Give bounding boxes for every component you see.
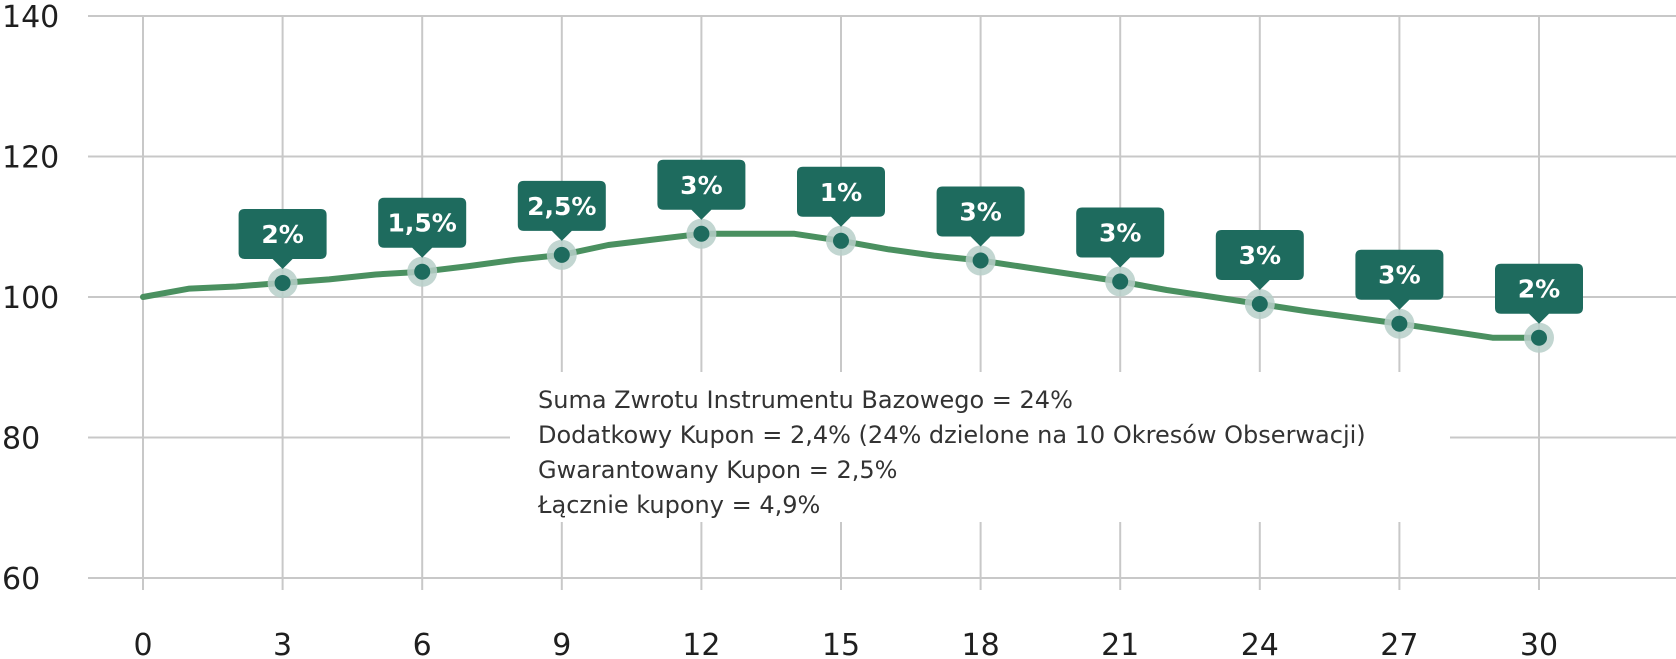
- marker-dot: [972, 252, 989, 269]
- badge-shape: [936, 186, 1025, 247]
- observation-point: [1105, 266, 1136, 297]
- x-tick-label: 15: [822, 628, 860, 659]
- coupon-badge-label: 3%: [959, 197, 1001, 226]
- coupon-badge-label: 2%: [1518, 275, 1560, 304]
- observation-point: [267, 267, 298, 298]
- annotation-background: [510, 372, 1450, 522]
- marker-dot: [1112, 273, 1129, 290]
- marker-dot: [693, 225, 710, 242]
- x-tick-label: 3: [273, 628, 292, 659]
- badges-layer: 2% 1,5% 2,5% 3% 1% 3% 3% 3% 3% 2%: [238, 159, 1583, 324]
- observation-point: [1244, 289, 1275, 320]
- annotation-line: Łącznie kupony = 4,9%: [537, 491, 820, 519]
- coupon-badge-label: 1,5%: [388, 209, 457, 238]
- annotation-line: Gwarantowany Kupon = 2,5%: [538, 456, 897, 484]
- marker-dot: [553, 246, 570, 263]
- observation-point: [826, 225, 856, 256]
- x-tick-label: 9: [552, 628, 571, 659]
- badge-shape: [1076, 207, 1165, 268]
- marker-dot: [833, 232, 849, 249]
- badge-shape: [1355, 249, 1444, 310]
- badge-shape: [517, 180, 606, 241]
- badge-shape: [1215, 230, 1304, 291]
- x-tick-label: 0: [133, 628, 152, 659]
- observation-point: [686, 218, 717, 249]
- badge-shape: [378, 197, 467, 258]
- coupon-badge: 1,5%: [378, 197, 467, 258]
- x-tick-label: 24: [1241, 628, 1279, 659]
- axis-labels: 60 80 100 120 140 0 3 6 9 12 15 18 21 24 27 30: [2, 0, 1558, 659]
- y-tick-label: 100: [2, 281, 59, 316]
- y-tick-label: 140: [2, 0, 59, 35]
- x-tick-label: 18: [962, 628, 1000, 659]
- y-tick-label: 60: [2, 562, 40, 597]
- y-tick-label: 80: [2, 422, 40, 457]
- annotation-line: Dodatkowy Kupon = 2,4% (24% dzielone na …: [538, 421, 1366, 449]
- x-tick-label: 12: [682, 628, 720, 659]
- coupon-badge: 3%: [1215, 230, 1304, 291]
- coupon-badge: 3%: [657, 159, 746, 220]
- coupon-badge: 2%: [1495, 263, 1583, 324]
- marker-dot: [274, 274, 291, 291]
- badge-shape: [1495, 263, 1583, 324]
- coupon-badge-label: 2%: [261, 220, 303, 249]
- markers-layer: [267, 218, 1554, 353]
- x-tick-label: 27: [1380, 628, 1418, 659]
- observation-point: [1524, 322, 1554, 353]
- badge-shape: [797, 166, 885, 227]
- coupon-badge: 3%: [936, 186, 1025, 247]
- badge-shape: [657, 159, 746, 220]
- x-tick-label: 30: [1520, 628, 1558, 659]
- annotation-line: Suma Zwrotu Instrumentu Bazowego = 24%: [538, 386, 1073, 414]
- marker-dot: [1531, 329, 1547, 346]
- coupon-badge-label: 1%: [820, 178, 862, 207]
- coupon-badge-label: 3%: [1378, 261, 1420, 290]
- observation-point: [965, 245, 996, 276]
- marker-dot: [1251, 296, 1268, 313]
- coupon-badge: 1%: [797, 166, 885, 227]
- observation-point: [546, 239, 577, 270]
- x-tick-label: 21: [1101, 628, 1139, 659]
- observation-point: [407, 256, 438, 287]
- badge-shape: [238, 208, 327, 269]
- y-tick-label: 120: [2, 141, 59, 176]
- marker-dot: [414, 263, 431, 280]
- coupon-badge-label: 2,5%: [527, 192, 596, 221]
- annotation-box: Suma Zwrotu Instrumentu Bazowego = 24% Do…: [510, 372, 1450, 522]
- coupon-badge-label: 3%: [1099, 219, 1141, 248]
- coupon-badge-label: 3%: [1239, 241, 1281, 270]
- observation-point: [1384, 308, 1415, 339]
- coupon-badge: 3%: [1355, 249, 1444, 310]
- coupon-badge: 2%: [238, 208, 327, 269]
- coupon-badge-label: 3%: [680, 171, 722, 200]
- marker-dot: [1391, 315, 1408, 332]
- x-tick-label: 6: [413, 628, 432, 659]
- coupon-badge: 2,5%: [517, 180, 606, 241]
- coupon-badge: 3%: [1076, 207, 1165, 268]
